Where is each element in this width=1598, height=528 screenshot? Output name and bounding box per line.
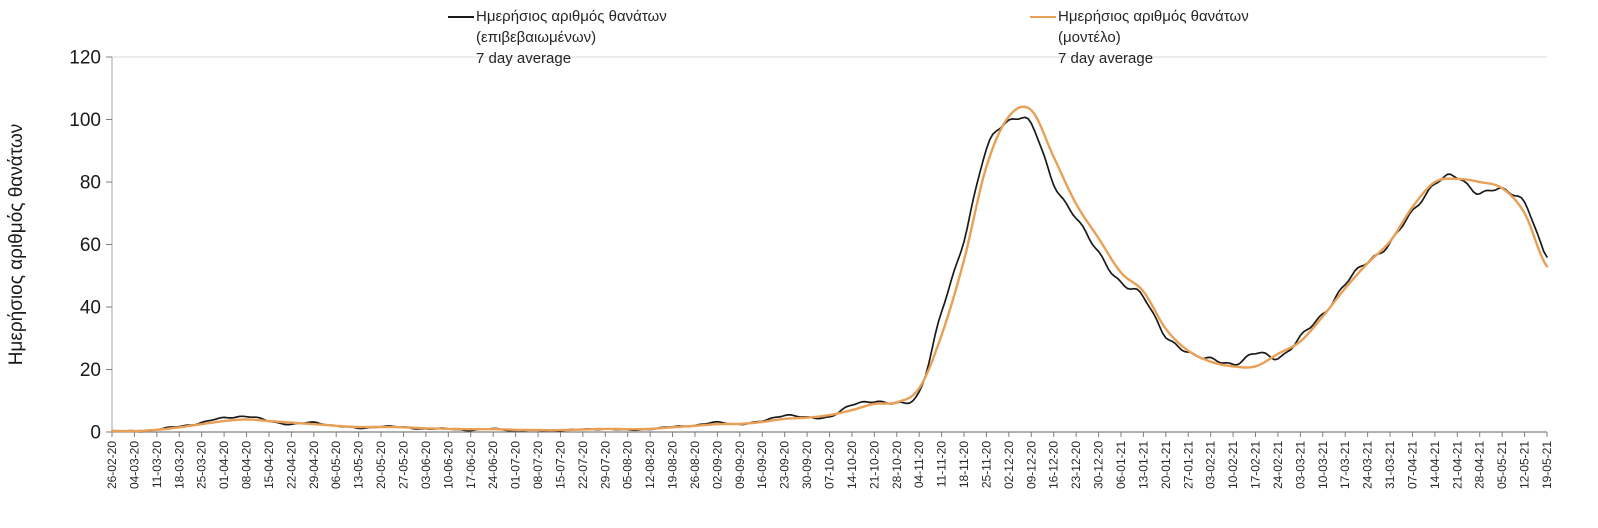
x-tick-label: 23-12-20	[1069, 441, 1083, 489]
x-tick-label: 03-06-20	[419, 441, 433, 489]
y-tick-label: 120	[69, 48, 101, 69]
x-tick-label: 28-04-21	[1473, 441, 1487, 489]
x-tick-label: 24-02-21	[1271, 441, 1285, 489]
x-tick-label: 16-12-20	[1047, 441, 1061, 489]
legend-item-confirmed: Ημερήσιος αριθμός θανάτων (επιβεβαιωμένω…	[448, 6, 667, 69]
x-tick-label: 01-07-20	[509, 441, 523, 489]
x-tick-label: 22-04-20	[284, 441, 298, 489]
x-tick-label: 11-03-20	[150, 441, 164, 488]
x-tick-label: 27-01-21	[1181, 441, 1195, 489]
x-tick-label: 26-02-20	[105, 441, 119, 489]
x-tick-label: 02-12-20	[1002, 441, 1016, 489]
y-tick-label: 20	[80, 360, 101, 381]
series-line-1	[110, 105, 1549, 433]
y-axis-title: Ημερήσιος αριθμός θανάτων	[6, 124, 27, 366]
x-tick-label: 03-02-21	[1204, 441, 1218, 489]
x-axis: 26-02-20 04-03-20 11-03-20 18-03-20 25-03-20…	[105, 432, 1554, 489]
x-tick-label: 06-01-21	[1114, 441, 1128, 489]
legend-label-line: 7 day average	[476, 50, 572, 67]
x-tick-label: 05-05-21	[1495, 441, 1509, 489]
x-tick-label: 13-05-20	[352, 441, 366, 489]
legend-text-model: Ημερήσιος αριθμός θανάτων (μοντέλο) 7 da…	[1058, 6, 1249, 69]
model-line-marker-icon	[1030, 16, 1056, 18]
x-tick-label: 29-07-20	[598, 441, 612, 489]
x-tick-label: 08-04-20	[240, 441, 254, 489]
x-tick-label: 26-08-20	[688, 441, 702, 489]
x-tick-label: 14-10-20	[845, 441, 859, 489]
y-tick-label: 60	[80, 235, 101, 256]
x-tick-label: 19-08-20	[666, 441, 680, 489]
legend-text-confirmed: Ημερήσιος αριθμός θανάτων (επιβεβαιωμένω…	[476, 6, 667, 69]
x-tick-label: 12-08-20	[643, 441, 657, 489]
x-tick-label: 24-03-21	[1361, 441, 1375, 489]
legend-item-model: Ημερήσιος αριθμός θανάτων (μοντέλο) 7 da…	[1030, 6, 1249, 69]
series-line-0	[111, 116, 1548, 433]
y-tick-label: 40	[80, 298, 101, 319]
series-lines	[110, 105, 1549, 433]
x-tick-label: 20-01-21	[1159, 441, 1173, 489]
x-tick-label: 18-03-20	[172, 441, 186, 489]
y-tick-label: 0	[90, 423, 101, 444]
legend: Ημερήσιος αριθμός θανάτων (επιβεβαιωμένω…	[0, 6, 1598, 76]
x-tick-label: 20-05-20	[374, 441, 388, 489]
x-tick-label: 09-09-20	[733, 441, 747, 489]
x-tick-label: 13-01-21	[1136, 441, 1150, 489]
x-tick-label: 22-07-20	[576, 441, 590, 489]
x-tick-label: 30-09-20	[800, 441, 814, 489]
y-axis: 0 20 40 60 80 100 120	[69, 48, 112, 444]
x-tick-label: 17-06-20	[464, 441, 478, 489]
legend-label-line: 7 day average	[1058, 50, 1154, 67]
x-tick-label: 07-10-20	[823, 441, 837, 489]
x-tick-label: 25-03-20	[195, 441, 209, 489]
x-tick-label: 29-04-20	[307, 441, 321, 489]
x-tick-label: 19-05-21	[1540, 441, 1554, 489]
x-tick-label: 24-06-20	[486, 441, 500, 489]
legend-label-line: Ημερήσιος αριθμός θανάτων	[1058, 8, 1249, 25]
x-tick-label: 10-03-21	[1316, 441, 1330, 489]
x-tick-label: 03-03-21	[1293, 441, 1307, 489]
x-tick-label: 04-03-20	[127, 441, 141, 489]
x-tick-label: 21-10-20	[867, 441, 881, 489]
x-tick-label: 18-11-20	[957, 441, 971, 488]
x-tick-label: 12-05-21	[1518, 441, 1532, 489]
x-tick-label: 25-11-20	[979, 441, 993, 488]
x-tick-label: 09-12-20	[1024, 441, 1038, 489]
x-tick-label: 16-09-20	[755, 441, 769, 489]
x-tick-label: 10-06-20	[441, 441, 455, 489]
confirmed-line-marker-icon	[448, 16, 474, 18]
legend-label-line: (μοντέλο)	[1058, 29, 1121, 46]
x-tick-label: 05-08-20	[621, 441, 635, 489]
x-tick-label: 30-12-20	[1092, 441, 1106, 489]
x-tick-label: 06-05-20	[329, 441, 343, 489]
x-tick-label: 14-04-21	[1428, 441, 1442, 489]
x-tick-label: 07-04-21	[1405, 441, 1419, 489]
x-tick-label: 21-04-21	[1450, 441, 1464, 489]
x-tick-label: 23-09-20	[778, 441, 792, 489]
legend-label-line: (επιβεβαιωμένων)	[476, 29, 597, 46]
x-tick-label: 04-11-20	[912, 441, 926, 488]
x-tick-label: 11-11-20	[935, 441, 949, 488]
plot-frame	[111, 56, 1547, 433]
x-tick-label: 10-02-21	[1226, 441, 1240, 489]
x-tick-label: 17-03-21	[1338, 441, 1352, 489]
x-tick-label: 01-04-20	[217, 441, 231, 489]
x-tick-label: 08-07-20	[531, 441, 545, 489]
x-tick-label: 02-09-20	[710, 441, 724, 489]
x-tick-label: 15-07-20	[553, 441, 567, 489]
x-tick-label: 28-10-20	[890, 441, 904, 489]
y-tick-label: 80	[80, 173, 101, 194]
x-tick-label: 15-04-20	[262, 441, 276, 489]
x-tick-label: 17-02-21	[1249, 441, 1263, 489]
legend-label-line: Ημερήσιος αριθμός θανάτων	[476, 8, 667, 25]
x-tick-label: 27-05-20	[396, 441, 410, 489]
x-tick-label: 31-03-21	[1383, 441, 1397, 489]
y-tick-label: 100	[69, 110, 101, 131]
